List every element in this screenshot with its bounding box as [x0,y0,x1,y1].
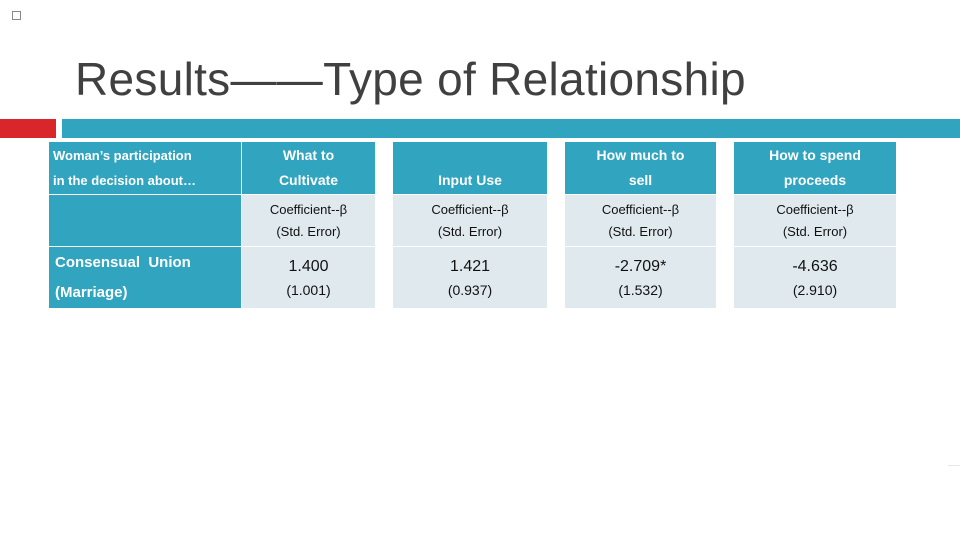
corner-header-line-2: in the decision about… [53,173,197,188]
coefficient-cell: -2.709* (1.532) [564,246,717,309]
header-line: proceeds [783,172,847,188]
subheader-corner [48,194,242,247]
subheader-line: Coefficient--β [601,201,680,217]
slide-corner-icon [12,11,21,20]
subheader-line: (Std. Error) [276,223,341,239]
subheader-line: Coefficient--β [431,201,509,217]
table-row: Consensual Union (Marriage) 1.400 (1.001… [48,246,897,309]
std-error-value: (1.532) [618,282,663,298]
subheader-line: (Std. Error) [437,223,503,239]
row-label-consensual-union: Consensual Union (Marriage) [48,246,242,309]
accent-bar-teal [62,119,960,138]
subheader-line: (Std. Error) [608,223,673,239]
header-line: Cultivate [278,172,339,188]
subheader-cell: Coefficient--β (Std. Error) [392,194,548,247]
subheader-cell: Coefficient--β (Std. Error) [564,194,717,247]
results-table: Woman’s participation in the decision ab… [48,141,897,309]
spacer-cell [716,194,734,247]
column-header-how-much-to-sell: How much to sell [564,141,717,195]
subheader-line: Coefficient--β [269,201,348,217]
row-label-line: Consensual Union [55,253,191,271]
spacer-cell [716,246,734,309]
subheader-line: Coefficient--β [776,201,854,217]
std-error-value: (0.937) [447,282,493,298]
header-line: How much to [596,147,685,163]
column-header-how-to-spend-proceeds: How to spend proceeds [733,141,897,195]
coefficient-value: 1.421 [449,258,491,275]
spacer-cell [375,246,393,309]
coefficient-value: -4.636 [792,258,838,275]
std-error-value: (1.001) [286,282,331,298]
column-header-input-use: Input Use [392,141,548,195]
row-label-line: (Marriage) [55,283,128,301]
column-header-what-to-cultivate: What to Cultivate [241,141,376,195]
subheader-cell: Coefficient--β (Std. Error) [733,194,897,247]
spacer-cell [375,141,393,195]
subheader-line: (Std. Error) [782,223,848,239]
header-line: How to spend [769,147,861,163]
corner-header: Woman’s participation in the decision ab… [48,141,242,195]
header-row: Woman’s participation in the decision ab… [48,141,897,195]
header-line: sell [628,172,653,188]
subheader-row: Coefficient--β (Std. Error) Coefficient-… [48,194,897,247]
header-line [394,143,547,168]
accent-bar-red [0,119,56,138]
spacer-cell [547,194,565,247]
coefficient-cell: -4.636 (2.910) [733,246,897,309]
spacer-cell [716,141,734,195]
corner-header-line-1: Woman’s participation [53,148,192,163]
subheader-cell: Coefficient--β (Std. Error) [241,194,376,247]
coefficient-value: 1.400 [288,258,329,275]
coefficient-value: -2.709* [614,258,667,275]
coefficient-cell: 1.400 (1.001) [241,246,376,309]
spacer-cell [547,141,565,195]
header-line: Input Use [438,172,502,188]
spacer-cell [375,194,393,247]
decorative-edge [948,465,960,466]
std-error-value: (2.910) [792,282,838,298]
slide-title: Results——Type of Relationship [75,53,746,105]
coefficient-cell: 1.421 (0.937) [392,246,548,309]
spacer-cell [547,246,565,309]
header-line: What to [282,147,335,163]
